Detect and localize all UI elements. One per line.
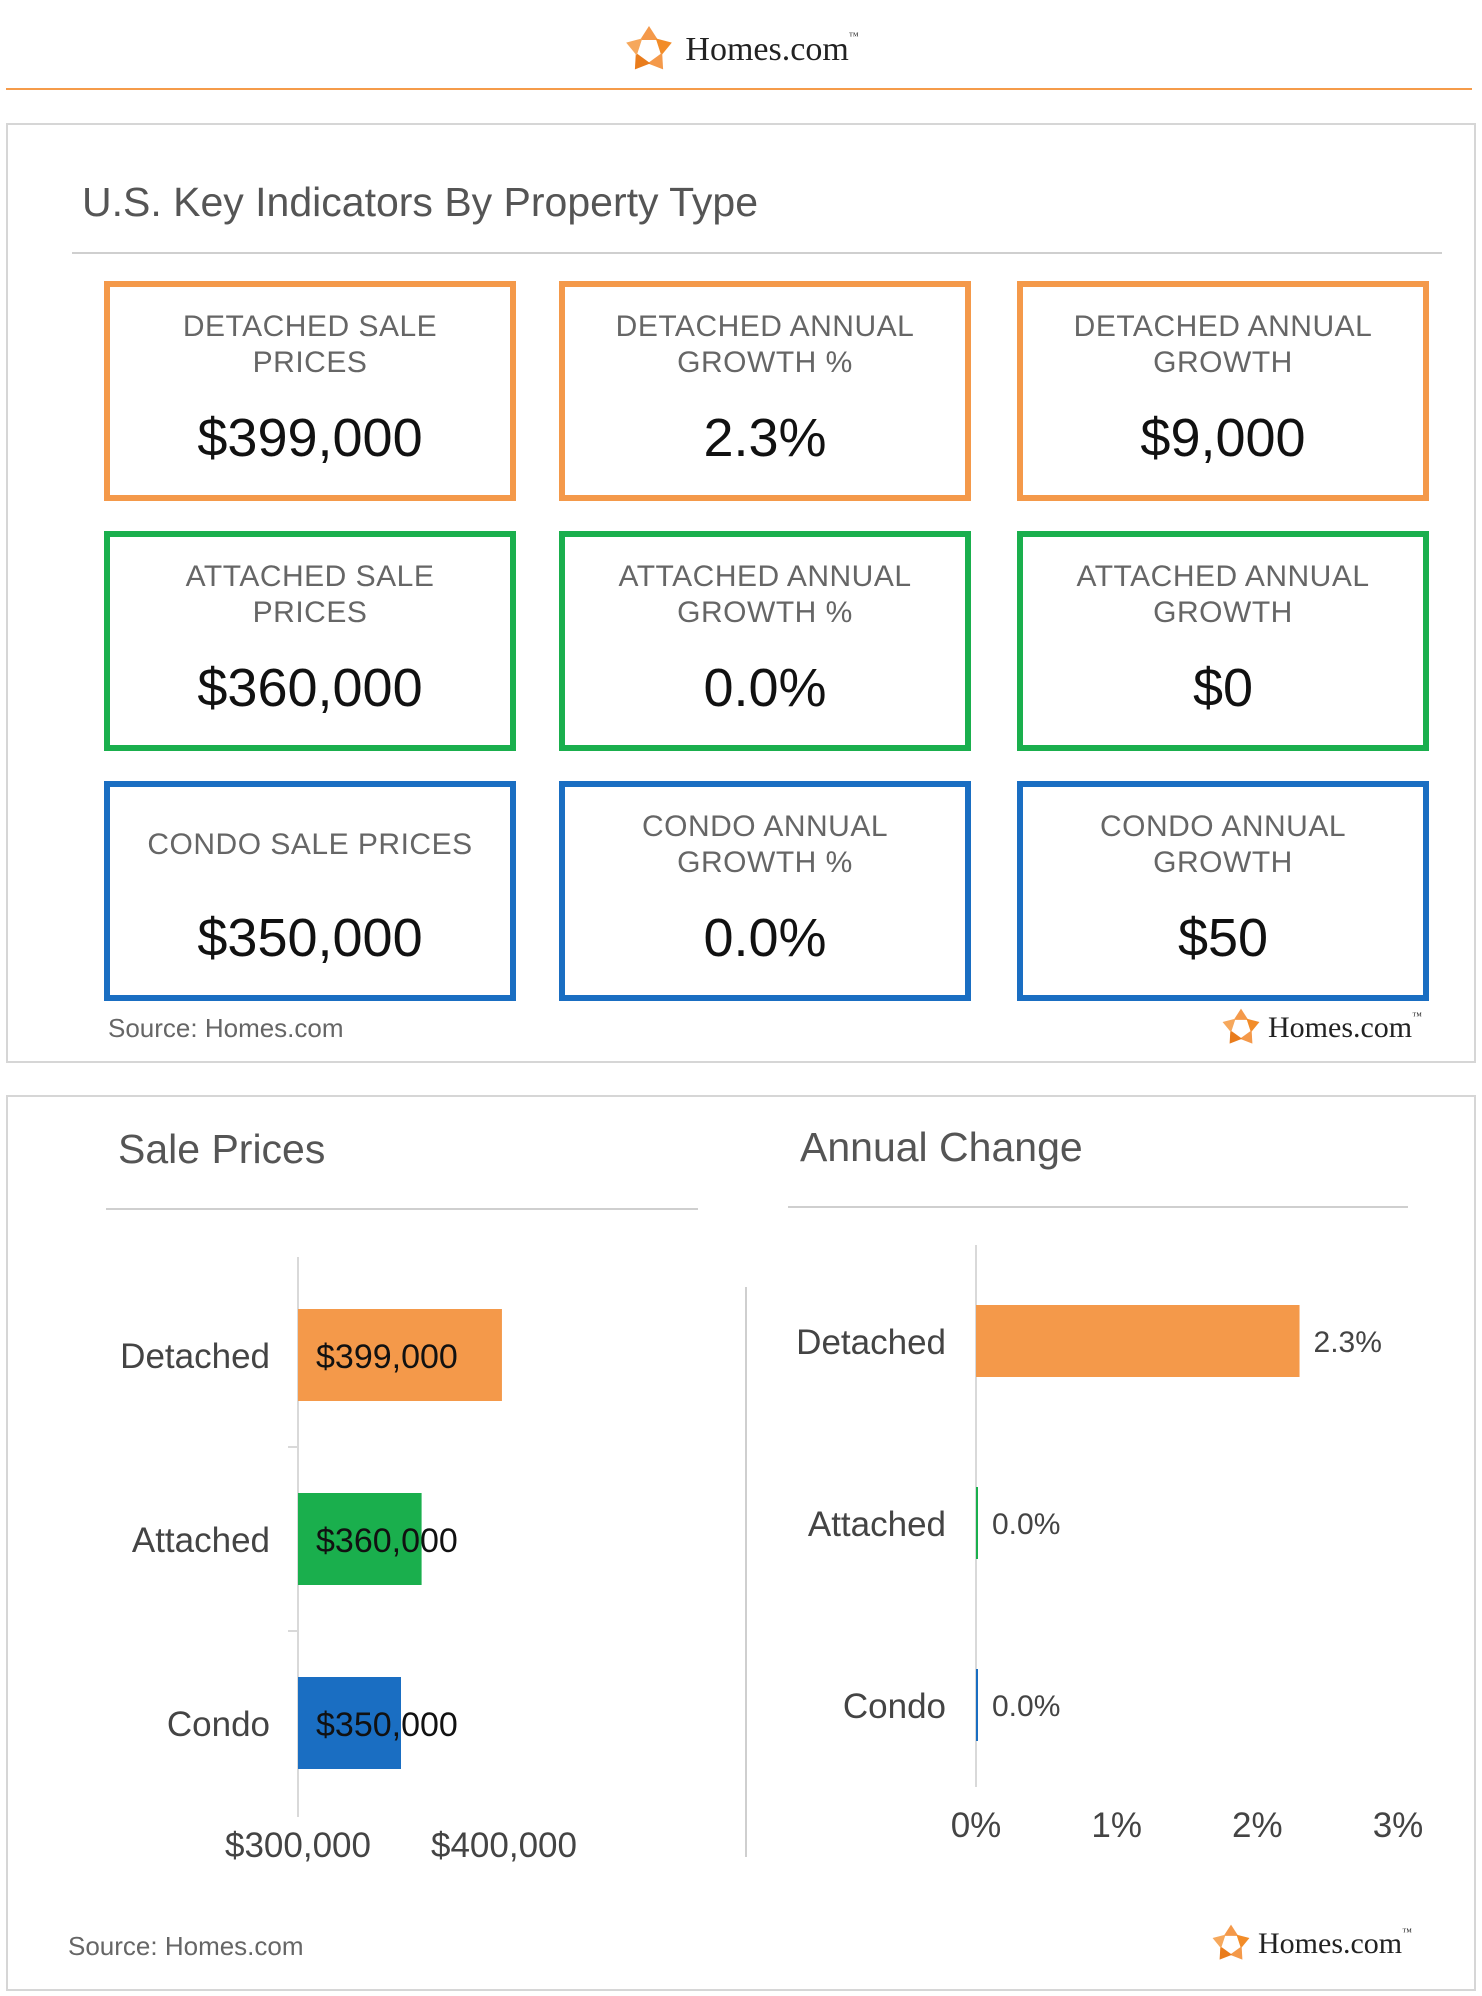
bar <box>976 1305 1300 1377</box>
kpi-card-condo: CONDO SALE PRICES $350,000 <box>104 781 516 1001</box>
source-note: Source: Homes.com <box>108 1013 344 1043</box>
kpi-card-value: $360,000 <box>197 658 423 718</box>
kpi-card-condo: CONDO ANNUAL GROWTH % 0.0% <box>559 781 971 1001</box>
title-divider <box>72 252 1442 254</box>
header-divider <box>6 88 1472 90</box>
header-logo: Homes.com™ <box>0 22 1482 78</box>
bar <box>976 1669 978 1741</box>
chart-title: Annual Change <box>800 1124 1083 1170</box>
data-label: 2.3% <box>1314 1326 1382 1359</box>
kpi-card-attached: ATTACHED SALE PRICES $360,000 <box>104 531 516 751</box>
data-label: $399,000 <box>316 1338 458 1376</box>
category-label: Detached <box>796 1323 946 1362</box>
kpi-card-label: CONDO ANNUAL GROWTH <box>1099 810 1347 879</box>
kpi-card-detached: DETACHED ANNUAL GROWTH % 2.3% <box>559 281 971 501</box>
brand-name: Homes.com™ <box>1268 1011 1422 1044</box>
chart-title: Sale Prices <box>118 1126 325 1172</box>
data-label: 0.0% <box>992 1690 1060 1723</box>
category-label: Condo <box>167 1705 270 1744</box>
kpi-card-label: ATTACHED ANNUAL GROWTH % <box>618 560 912 629</box>
bar <box>298 1309 502 1401</box>
brand-name: Homes.com™ <box>685 31 859 68</box>
data-label: 0.0% <box>992 1508 1060 1541</box>
kpi-card-condo: CONDO ANNUAL GROWTH $50 <box>1017 781 1429 1001</box>
bar <box>298 1493 422 1585</box>
homes-logo-icon <box>1222 1008 1260 1044</box>
x-tick-label: 0% <box>951 1806 1002 1845</box>
kpi-card-value: 0.0% <box>703 908 827 968</box>
kpi-card-attached: ATTACHED ANNUAL GROWTH $0 <box>1017 531 1429 751</box>
source-note: Source: Homes.com <box>68 1931 304 1961</box>
panel-logo: Homes.com™ <box>1220 1007 1422 1049</box>
data-label: $350,000 <box>316 1706 458 1744</box>
key-indicators-panel: U.S. Key Indicators By Property Type DET… <box>6 123 1476 1063</box>
kpi-card-value: 0.0% <box>703 658 827 718</box>
kpi-card-label: ATTACHED SALE PRICES <box>185 560 435 629</box>
category-label: Condo <box>843 1687 946 1726</box>
x-tick-label: 2% <box>1232 1806 1283 1845</box>
kpi-card-detached: DETACHED ANNUAL GROWTH $9,000 <box>1017 281 1429 501</box>
kpi-card-value: $9,000 <box>1140 408 1306 468</box>
brand-name: Homes.com™ <box>1258 1927 1412 1960</box>
kpi-card-value: $399,000 <box>197 408 423 468</box>
kpi-card-label: DETACHED ANNUAL GROWTH % <box>615 310 915 379</box>
data-label: $360,000 <box>316 1522 458 1560</box>
x-tick-label: $300,000 <box>225 1826 371 1865</box>
kpi-card-value: 2.3% <box>703 408 827 468</box>
x-tick-label: 1% <box>1091 1806 1142 1845</box>
kpi-card-detached: DETACHED SALE PRICES $399,000 <box>104 281 516 501</box>
category-label: Attached <box>808 1505 946 1544</box>
kpi-card-label: CONDO SALE PRICES <box>147 828 473 861</box>
kpi-card-value: $350,000 <box>197 908 423 968</box>
kpi-card-label: CONDO ANNUAL GROWTH % <box>641 810 889 879</box>
kpi-card-attached: ATTACHED ANNUAL GROWTH % 0.0% <box>559 531 971 751</box>
panel-logo: Homes.com™ <box>1210 1923 1412 1965</box>
bar <box>976 1487 978 1559</box>
kpi-card-value: $50 <box>1177 908 1269 968</box>
homes-logo-icon <box>626 26 673 70</box>
x-tick-label: $400,000 <box>431 1826 577 1865</box>
panel-title: U.S. Key Indicators By Property Type <box>82 179 759 225</box>
x-tick-label: 3% <box>1373 1806 1424 1845</box>
category-label: Detached <box>120 1337 270 1376</box>
kpi-card-label: DETACHED ANNUAL GROWTH <box>1073 310 1373 379</box>
kpi-card-label: DETACHED SALE PRICES <box>182 310 438 379</box>
homes-logo-icon <box>1212 1924 1250 1960</box>
kpi-card-label: ATTACHED ANNUAL GROWTH <box>1076 560 1370 629</box>
kpi-card-value: $0 <box>1192 658 1254 718</box>
charts-panel: Sale Prices Detached $399,000 Attached $360,… <box>6 1095 1476 1991</box>
category-label: Attached <box>132 1521 270 1560</box>
bar <box>298 1677 401 1769</box>
charts-svg: Sale Prices Detached $399,000 Attached $360,… <box>106 1124 1424 1865</box>
